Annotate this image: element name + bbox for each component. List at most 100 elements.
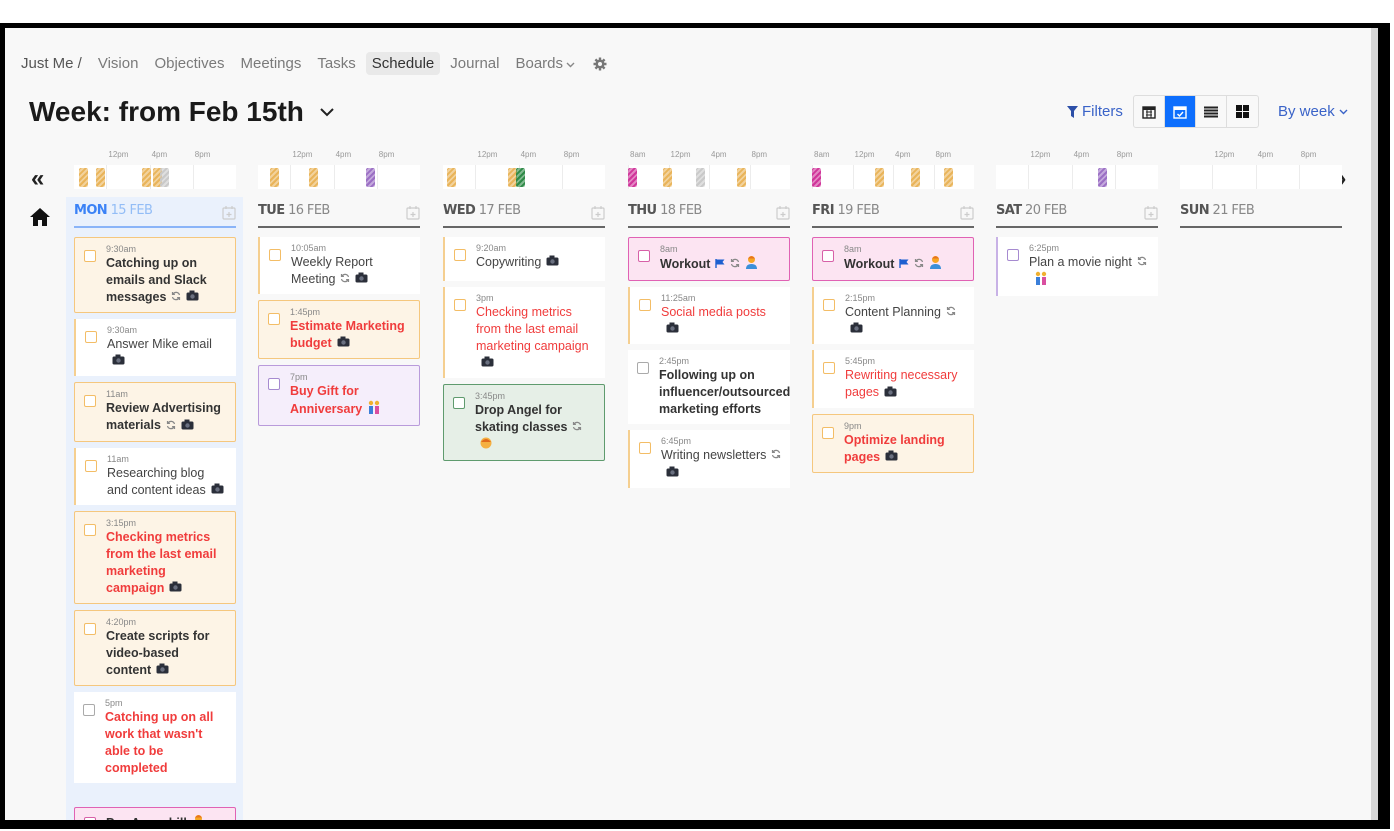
- task-checkbox[interactable]: [454, 299, 466, 311]
- view-grid-button[interactable]: [1227, 96, 1258, 127]
- nav-tasks[interactable]: Tasks: [317, 55, 356, 72]
- task-checkbox[interactable]: [639, 299, 651, 311]
- day-timeline[interactable]: [996, 165, 1158, 189]
- week-selector[interactable]: Week: from Feb 15th: [29, 96, 334, 128]
- timeline-block-purple[interactable]: [1097, 168, 1107, 187]
- gear-icon[interactable]: [593, 57, 607, 71]
- timeline-labels: 12pm 4pm 8pm: [74, 148, 236, 164]
- task-card[interactable]: 3pm Checking metrics from the last email …: [443, 287, 605, 379]
- task-checkbox[interactable]: [453, 397, 465, 410]
- timeline-block-yellow[interactable]: [875, 168, 885, 187]
- timeline-block-yellow[interactable]: [507, 168, 517, 187]
- timeline-block-yellow[interactable]: [446, 168, 456, 187]
- task-card[interactable]: 5:45pm Rewriting necessary pages: [812, 350, 974, 408]
- task-card[interactable]: 1:45pm Estimate Marketing budget: [258, 300, 420, 360]
- task-card[interactable]: 8am Workout: [628, 237, 790, 281]
- filters-button[interactable]: Filters: [1067, 103, 1123, 120]
- day-timeline[interactable]: [443, 165, 605, 189]
- task-card[interactable]: 9:30am Answer Mike email: [74, 319, 236, 377]
- task-checkbox[interactable]: [84, 395, 96, 408]
- task-checkbox[interactable]: [638, 250, 650, 262]
- add-event-icon[interactable]: [222, 205, 236, 220]
- task-checkbox[interactable]: [84, 817, 96, 820]
- breadcrumb[interactable]: Just Me /: [21, 55, 82, 72]
- task-checkbox[interactable]: [84, 623, 96, 636]
- task-card[interactable]: 2:45pm Following up on influencer/outsour…: [628, 350, 790, 425]
- timeline-block-yellow[interactable]: [736, 168, 746, 187]
- add-event-icon[interactable]: [406, 205, 420, 220]
- day-timeline[interactable]: [258, 165, 420, 189]
- task-card[interactable]: 11am Researching blog and content ideas: [74, 447, 236, 505]
- period-dropdown[interactable]: By week: [1278, 103, 1348, 120]
- timeline-block-yellow[interactable]: [943, 168, 953, 187]
- task-checkbox[interactable]: [85, 459, 97, 472]
- task-card[interactable]: 8am Workout: [812, 237, 974, 281]
- timeline-block-pink[interactable]: [812, 168, 821, 187]
- task-card[interactable]: 9pm Optimize landing pages: [812, 413, 974, 473]
- timeline-block-yellow[interactable]: [269, 168, 279, 187]
- task-card[interactable]: 3:15pm Checking metrics from the last ema…: [74, 510, 236, 605]
- nav-boards[interactable]: Boards: [509, 52, 581, 75]
- nav-vision[interactable]: Vision: [97, 55, 139, 72]
- timeline-block-yellow[interactable]: [95, 168, 105, 187]
- previous-week-icon[interactable]: «: [31, 165, 45, 192]
- task-checkbox[interactable]: [823, 299, 835, 311]
- nav-objectives[interactable]: Objectives: [154, 55, 225, 72]
- task-checkbox[interactable]: [639, 442, 651, 455]
- task-checkbox[interactable]: [268, 313, 280, 326]
- view-list-button[interactable]: [1196, 96, 1227, 127]
- task-card[interactable]: 3:45pm Drop Angel for skating classes: [443, 384, 605, 461]
- day-timeline[interactable]: [1180, 165, 1342, 189]
- add-event-icon[interactable]: [591, 205, 605, 220]
- timeline-block-purple[interactable]: [366, 168, 375, 187]
- day-column-fri: 8am 12pm 4pm 8pm FRI 19 FEB 8am Workout 2:15pm C…: [812, 148, 974, 473]
- nav-meetings[interactable]: Meetings: [240, 55, 302, 72]
- home-icon[interactable]: [29, 207, 51, 227]
- task-checkbox[interactable]: [454, 249, 466, 261]
- task-checkbox[interactable]: [822, 250, 834, 262]
- task-checkbox[interactable]: [1007, 249, 1019, 261]
- task-card[interactable]: 6:45pm Writing newsletters: [628, 430, 790, 488]
- timeline-block-yellow[interactable]: [153, 168, 163, 187]
- task-card[interactable]: 2:15pm Content Planning: [812, 287, 974, 345]
- add-event-icon[interactable]: [1144, 205, 1158, 220]
- day-timeline[interactable]: [628, 165, 790, 189]
- view-week-button[interactable]: [1165, 96, 1196, 127]
- task-checkbox[interactable]: [85, 331, 97, 344]
- timeline-block-yellow[interactable]: [141, 168, 151, 187]
- day-timeline[interactable]: [74, 165, 236, 189]
- nav-schedule[interactable]: Schedule: [365, 52, 441, 75]
- task-checkbox[interactable]: [83, 704, 95, 717]
- timeline-block-yellow[interactable]: [79, 168, 89, 187]
- timeline-block-green[interactable]: [515, 168, 525, 187]
- task-card[interactable]: 6:25pm Plan a movie night: [996, 237, 1158, 297]
- task-card[interactable]: 7pm Buy Gift for Anniversary: [258, 365, 420, 427]
- task-checkbox[interactable]: [637, 362, 649, 375]
- timeline-block-yellow[interactable]: [309, 168, 319, 187]
- timeline-block-gray[interactable]: [160, 168, 170, 187]
- nav-journal[interactable]: Journal: [450, 55, 500, 72]
- task-checkbox[interactable]: [269, 249, 281, 261]
- day-timeline[interactable]: [812, 165, 974, 189]
- task-card[interactable]: Pay Amex bill: [74, 807, 236, 820]
- timeline-block-yellow[interactable]: [662, 168, 672, 187]
- timeline-block-pink[interactable]: [628, 168, 637, 187]
- task-card[interactable]: 5pm Catching up on all work that wasn't a…: [74, 692, 236, 784]
- vertical-scrollbar[interactable]: [1371, 28, 1378, 820]
- task-checkbox[interactable]: [84, 523, 96, 536]
- view-month-button[interactable]: [1134, 96, 1165, 127]
- task-card[interactable]: 11am Review Advertising materials: [74, 382, 236, 442]
- add-event-icon[interactable]: [960, 205, 974, 220]
- task-checkbox[interactable]: [268, 378, 280, 391]
- timeline-block-gray[interactable]: [696, 168, 706, 187]
- task-card[interactable]: 4:20pm Create scripts for video-based con…: [74, 610, 236, 687]
- task-card[interactable]: 9:30am Catching up on emails and Slack me…: [74, 237, 236, 314]
- task-card[interactable]: 11:25am Social media posts: [628, 287, 790, 345]
- task-checkbox[interactable]: [822, 426, 834, 439]
- task-card[interactable]: 9:20am Copywriting: [443, 237, 605, 281]
- task-checkbox[interactable]: [84, 250, 96, 262]
- task-card[interactable]: 10:05am Weekly Report Meeting: [258, 237, 420, 295]
- timeline-block-yellow[interactable]: [910, 168, 920, 187]
- add-event-icon[interactable]: [776, 205, 790, 220]
- task-checkbox[interactable]: [823, 362, 835, 375]
